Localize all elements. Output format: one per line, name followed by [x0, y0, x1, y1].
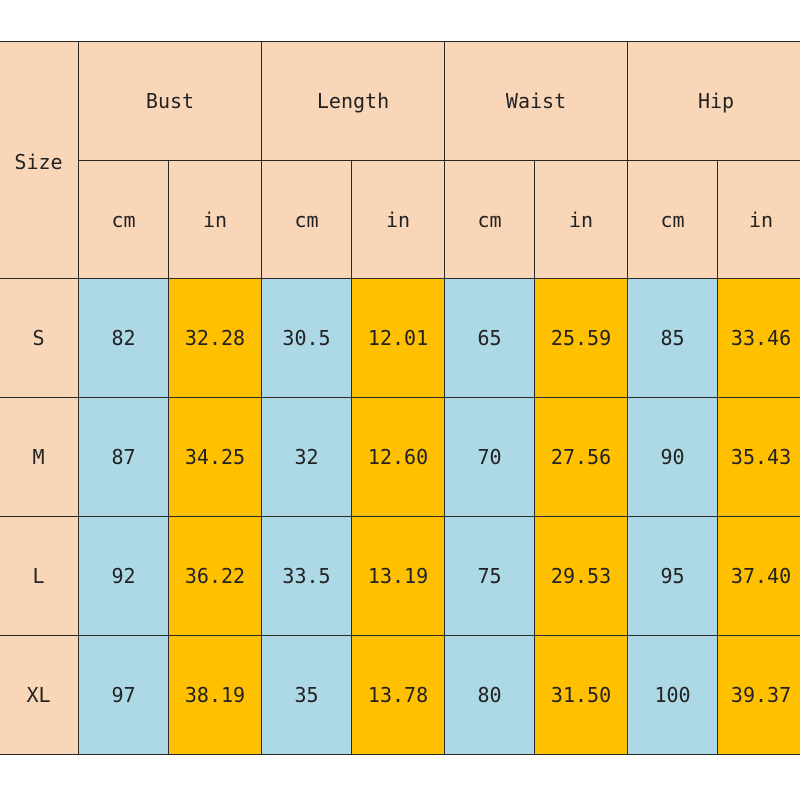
- length-cm-cell: 35: [261, 635, 353, 755]
- unit-header: in: [717, 160, 800, 279]
- size-cell: M: [0, 397, 79, 517]
- waist-in-cell: 29.53: [534, 516, 629, 636]
- size-cell: L: [0, 516, 79, 636]
- bust-header: Bust: [77, 41, 263, 161]
- size-chart-table: Size Bust Length Waist Hip cm in cm in c…: [0, 41, 800, 755]
- bust-cm-cell: 92: [78, 516, 169, 636]
- hip-cm-cell: 90: [627, 397, 719, 517]
- bust-cm-cell: 87: [78, 397, 169, 517]
- bust-cm-cell: 82: [78, 278, 169, 398]
- waist-in-cell: 25.59: [534, 278, 629, 398]
- length-cm-cell: 32: [261, 397, 353, 517]
- length-cm-cell: 30.5: [261, 278, 353, 398]
- table-row: M 87 34.25 32 12.60 70 27.56 90 35.43: [0, 397, 800, 517]
- length-cm-cell: 33.5: [261, 516, 353, 636]
- hip-header: Hip: [627, 41, 800, 161]
- table-row: L 92 36.22 33.5 13.19 75 29.53 95 37.40: [0, 516, 800, 636]
- hip-in-cell: 35.43: [717, 397, 800, 517]
- waist-header: Waist: [444, 41, 629, 161]
- size-cell: S: [0, 278, 79, 398]
- bust-in-cell: 38.19: [167, 635, 263, 755]
- header-unit-row: cm in cm in cm in cm in: [0, 160, 800, 279]
- unit-header: cm: [627, 160, 719, 279]
- hip-cm-cell: 100: [627, 635, 719, 755]
- length-in-cell: 13.78: [351, 635, 446, 755]
- waist-cm-cell: 65: [444, 278, 536, 398]
- hip-cm-cell: 85: [627, 278, 719, 398]
- table-row: S 82 32.28 30.5 12.01 65 25.59 85 33.46: [0, 278, 800, 398]
- bust-cm-cell: 97: [78, 635, 169, 755]
- length-in-cell: 12.60: [351, 397, 446, 517]
- table-row: XL 97 38.19 35 13.78 80 31.50 100 39.37: [0, 635, 800, 755]
- waist-in-cell: 31.50: [534, 635, 629, 755]
- hip-cm-cell: 95: [627, 516, 719, 636]
- waist-in-cell: 27.56: [534, 397, 629, 517]
- hip-in-cell: 39.37: [717, 635, 800, 755]
- hip-in-cell: 37.40: [717, 516, 800, 636]
- length-header: Length: [261, 41, 446, 161]
- size-cell: XL: [0, 635, 79, 755]
- unit-header: cm: [261, 160, 353, 279]
- unit-header: in: [351, 160, 446, 279]
- bust-in-cell: 36.22: [167, 516, 263, 636]
- hip-in-cell: 33.46: [717, 278, 800, 398]
- waist-cm-cell: 70: [444, 397, 536, 517]
- waist-cm-cell: 75: [444, 516, 536, 636]
- bust-in-cell: 32.28: [167, 278, 263, 398]
- header-group-row: Size Bust Length Waist Hip: [0, 41, 800, 279]
- waist-cm-cell: 80: [444, 635, 536, 755]
- length-in-cell: 13.19: [351, 516, 446, 636]
- size-column-header: Size: [0, 41, 79, 279]
- unit-header: in: [167, 160, 263, 279]
- bust-in-cell: 34.25: [167, 397, 263, 517]
- unit-header: cm: [78, 160, 169, 279]
- unit-header: in: [534, 160, 629, 279]
- length-in-cell: 12.01: [351, 278, 446, 398]
- unit-header: cm: [444, 160, 536, 279]
